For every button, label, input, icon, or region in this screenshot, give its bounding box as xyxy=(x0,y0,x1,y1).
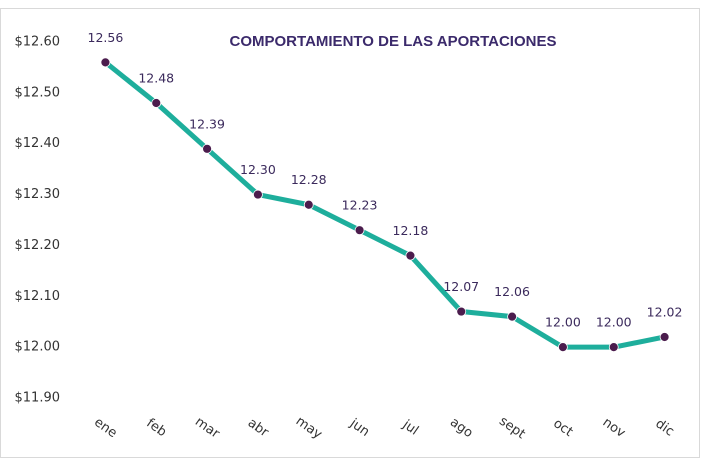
y-tick-label: $12.60 xyxy=(15,35,61,50)
marker xyxy=(456,306,467,317)
marker xyxy=(558,342,568,353)
marker xyxy=(659,332,670,342)
data-label: 12.30 xyxy=(240,162,276,177)
marker xyxy=(507,311,517,322)
chart-border xyxy=(0,8,700,458)
y-tick-label: $12.40 xyxy=(15,136,61,151)
data-label: 12.00 xyxy=(596,315,632,330)
y-tick-label: $12.30 xyxy=(15,187,61,202)
marker xyxy=(303,199,314,210)
y-tick-label: $12.00 xyxy=(15,340,61,355)
data-label: 12.06 xyxy=(494,284,530,299)
data-label: 12.02 xyxy=(647,304,683,319)
chart-title: COMPORTAMIENTO DE LAS APORTACIONES xyxy=(230,33,557,50)
y-tick-label: $12.10 xyxy=(15,289,61,304)
data-label: 12.23 xyxy=(342,198,378,213)
data-label: 12.00 xyxy=(545,315,581,330)
data-label: 12.56 xyxy=(88,30,124,45)
data-label: 12.39 xyxy=(189,116,225,131)
data-label: 12.28 xyxy=(291,172,327,187)
marker xyxy=(100,57,111,68)
marker xyxy=(608,342,619,353)
data-label: 12.18 xyxy=(393,223,429,238)
line xyxy=(103,60,666,350)
marker xyxy=(405,250,416,261)
marker xyxy=(354,225,365,236)
data-label: 12.07 xyxy=(443,279,479,294)
marker xyxy=(202,143,212,154)
marker xyxy=(253,189,263,200)
data-label: 12.48 xyxy=(138,71,174,86)
y-tick-label: $11.90 xyxy=(15,391,61,406)
y-tick-label: $12.50 xyxy=(15,85,61,100)
y-tick-label: $12.20 xyxy=(15,238,61,253)
marker xyxy=(151,98,162,108)
